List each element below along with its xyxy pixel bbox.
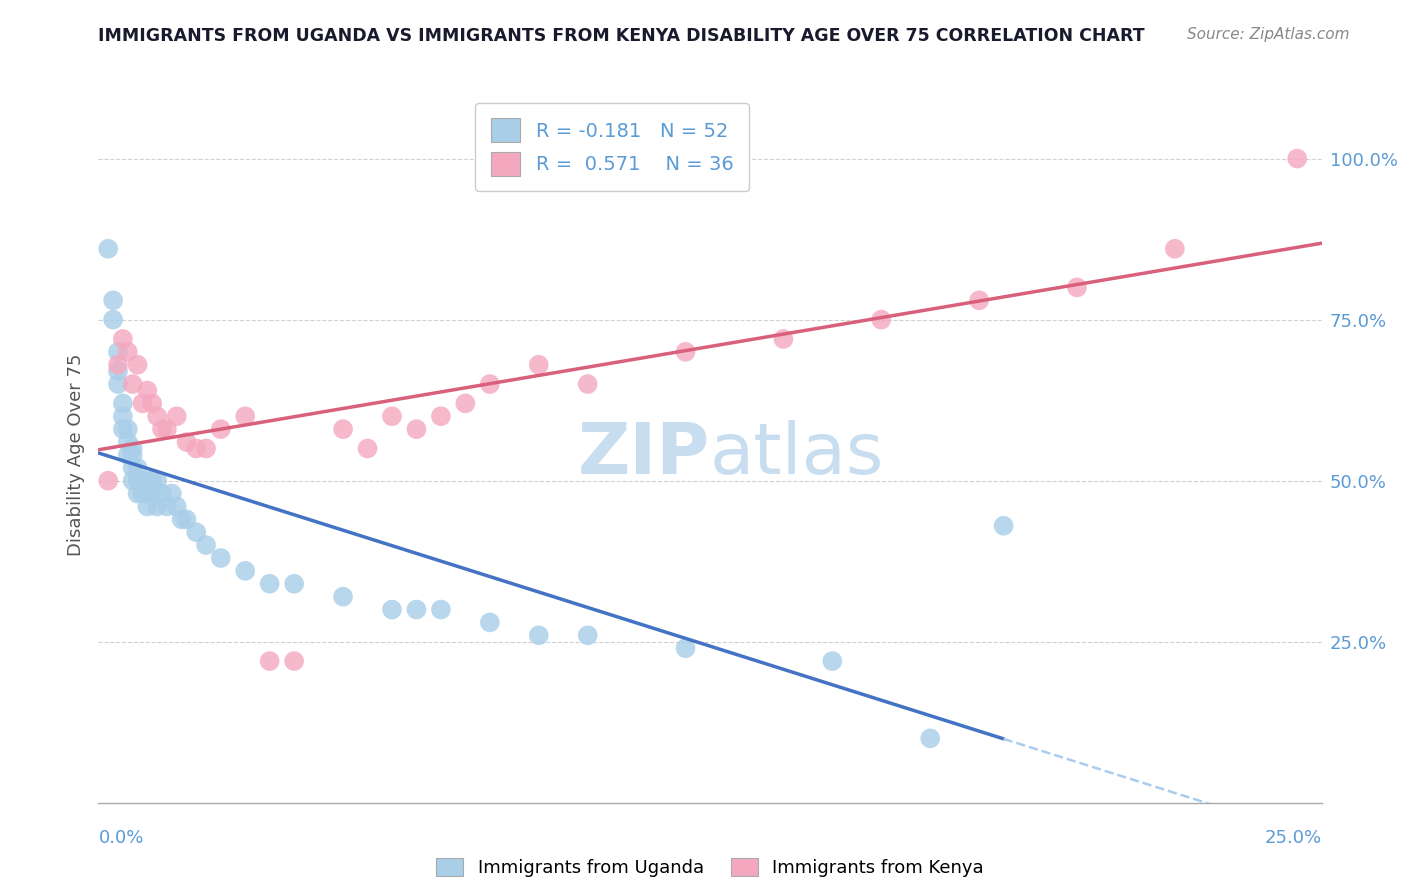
Point bbox=[675, 344, 697, 359]
Point bbox=[107, 364, 129, 378]
Point bbox=[283, 576, 305, 591]
Point bbox=[478, 377, 501, 392]
Point bbox=[186, 442, 208, 456]
Point bbox=[166, 409, 188, 424]
Text: IMMIGRANTS FROM UGANDA VS IMMIGRANTS FROM KENYA DISABILITY AGE OVER 75 CORRELATI: IMMIGRANTS FROM UGANDA VS IMMIGRANTS FRO… bbox=[98, 27, 1144, 45]
Point bbox=[675, 641, 697, 656]
Point bbox=[195, 538, 218, 552]
Point bbox=[381, 409, 404, 424]
Point bbox=[381, 602, 404, 616]
Point bbox=[576, 377, 599, 392]
Point bbox=[405, 602, 427, 616]
Text: ZIP: ZIP bbox=[578, 420, 710, 490]
Point bbox=[259, 654, 281, 668]
Text: Source: ZipAtlas.com: Source: ZipAtlas.com bbox=[1187, 27, 1350, 42]
Point bbox=[121, 460, 143, 475]
Point bbox=[356, 442, 378, 456]
Point bbox=[821, 654, 844, 668]
Point bbox=[967, 293, 990, 308]
Point bbox=[127, 460, 149, 475]
Text: 25.0%: 25.0% bbox=[1264, 829, 1322, 847]
Point bbox=[150, 422, 173, 436]
Point bbox=[527, 358, 550, 372]
Point bbox=[150, 486, 173, 500]
Point bbox=[121, 442, 143, 456]
Point bbox=[136, 486, 159, 500]
Point bbox=[131, 474, 153, 488]
Point bbox=[209, 422, 232, 436]
Point bbox=[136, 500, 159, 514]
Point bbox=[195, 442, 218, 456]
Point bbox=[233, 564, 256, 578]
Point bbox=[870, 312, 893, 326]
Point bbox=[166, 500, 188, 514]
Text: 0.0%: 0.0% bbox=[98, 829, 143, 847]
Point bbox=[405, 422, 427, 436]
Point bbox=[127, 358, 149, 372]
Point bbox=[430, 409, 453, 424]
Point bbox=[156, 500, 179, 514]
Point bbox=[111, 332, 134, 346]
Point bbox=[141, 474, 163, 488]
Point bbox=[332, 422, 354, 436]
Point bbox=[127, 474, 149, 488]
Point bbox=[156, 422, 179, 436]
Point bbox=[107, 377, 129, 392]
Point bbox=[117, 422, 139, 436]
Point bbox=[209, 551, 232, 566]
Point bbox=[1164, 242, 1187, 256]
Point bbox=[121, 448, 143, 462]
Point bbox=[121, 377, 143, 392]
Point bbox=[121, 474, 143, 488]
Point bbox=[332, 590, 354, 604]
Point bbox=[111, 409, 134, 424]
Point bbox=[97, 242, 120, 256]
Point bbox=[176, 435, 198, 450]
Point bbox=[176, 512, 198, 526]
Point bbox=[101, 293, 124, 308]
Point bbox=[233, 409, 256, 424]
Point bbox=[146, 474, 169, 488]
Point bbox=[131, 474, 153, 488]
Point bbox=[101, 312, 124, 326]
Point bbox=[136, 474, 159, 488]
Point bbox=[283, 654, 305, 668]
Point bbox=[117, 435, 139, 450]
Point bbox=[259, 576, 281, 591]
Point bbox=[1066, 280, 1088, 294]
Point bbox=[111, 422, 134, 436]
Point bbox=[117, 344, 139, 359]
Point bbox=[454, 396, 477, 410]
Point bbox=[920, 731, 942, 746]
Point bbox=[186, 525, 208, 540]
Point bbox=[430, 602, 453, 616]
Point bbox=[170, 512, 193, 526]
Point bbox=[141, 486, 163, 500]
Point bbox=[527, 628, 550, 642]
Point bbox=[107, 358, 129, 372]
Point bbox=[111, 396, 134, 410]
Point bbox=[146, 409, 169, 424]
Legend: Immigrants from Uganda, Immigrants from Kenya: Immigrants from Uganda, Immigrants from … bbox=[429, 850, 991, 884]
Point bbox=[97, 474, 120, 488]
Point bbox=[131, 396, 153, 410]
Y-axis label: Disability Age Over 75: Disability Age Over 75 bbox=[66, 353, 84, 557]
Point bbox=[136, 384, 159, 398]
Point bbox=[146, 500, 169, 514]
Point bbox=[160, 486, 183, 500]
Point bbox=[131, 486, 153, 500]
Point bbox=[993, 518, 1015, 533]
Point bbox=[772, 332, 794, 346]
Point bbox=[107, 344, 129, 359]
Point bbox=[576, 628, 599, 642]
Point bbox=[127, 486, 149, 500]
Point bbox=[478, 615, 501, 630]
Point bbox=[1286, 152, 1309, 166]
Point bbox=[117, 448, 139, 462]
Text: atlas: atlas bbox=[710, 420, 884, 490]
Point bbox=[141, 396, 163, 410]
